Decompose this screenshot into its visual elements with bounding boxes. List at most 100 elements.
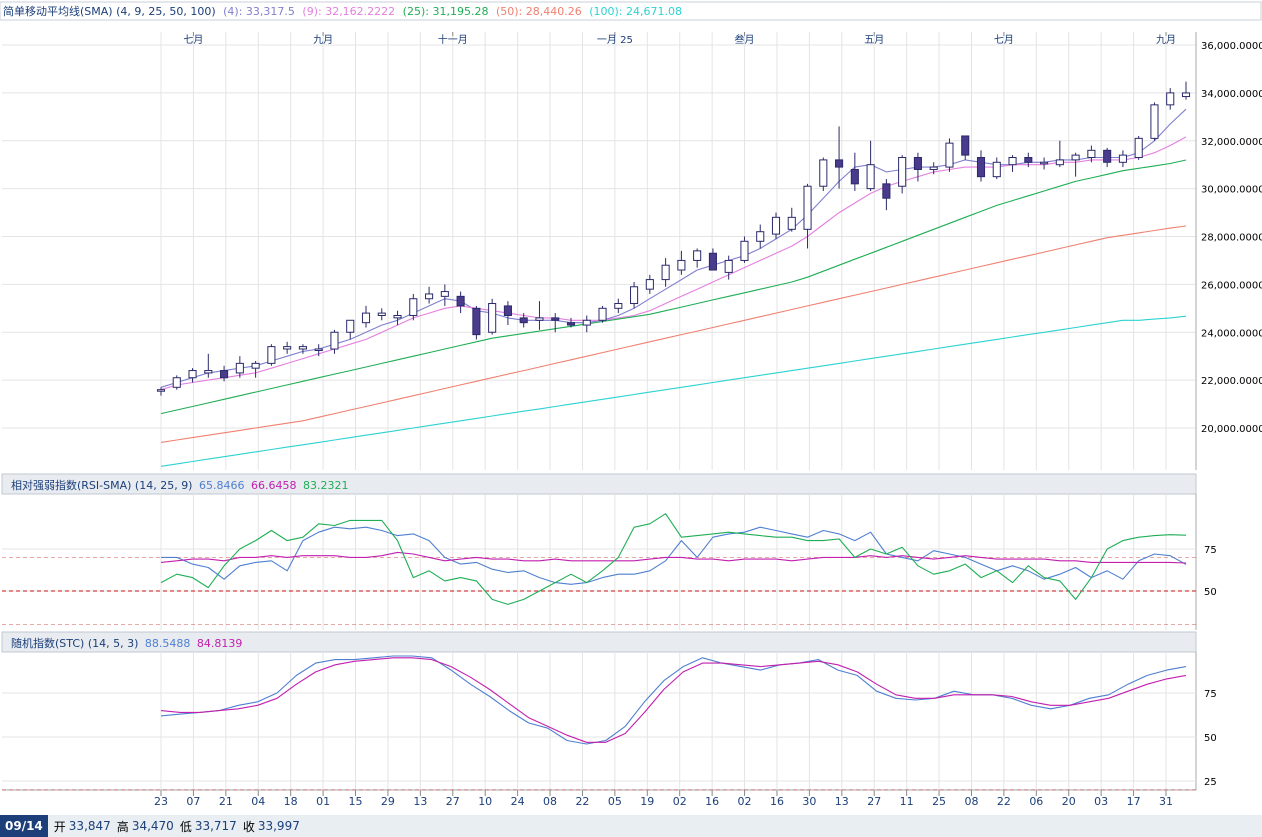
candle-body-up [188, 370, 197, 379]
high-label: 高 [116, 819, 129, 834]
x-month-label: 叁月 [735, 33, 755, 46]
candle-body-up [440, 291, 449, 297]
x-day-label: 13 [413, 795, 427, 808]
candle-body-up [756, 231, 765, 242]
x-month-label: 一月 25 [597, 34, 633, 46]
y-tick-label: 20,000.0000 [1201, 424, 1262, 435]
x-day-label: 22 [997, 795, 1011, 808]
candle-body-up [630, 286, 639, 305]
x-day-label: 15 [349, 795, 363, 808]
sma25-label: (25): 31,195.28 [403, 5, 489, 18]
x-day-label: 21 [219, 795, 233, 808]
candle-body-down [913, 157, 922, 170]
x-day-label: 29 [381, 795, 395, 808]
x-day-label: 10 [478, 795, 492, 808]
candle-body-up [582, 319, 591, 326]
candle-body-up [393, 314, 402, 319]
sma-header-bar [0, 1, 1262, 21]
rsi-sma9-line [160, 513, 1187, 605]
sma-4-line [160, 108, 1187, 388]
candle-body-up [156, 389, 166, 392]
low-value: 33,717 [194, 819, 237, 833]
x-day-label: 02 [738, 795, 752, 808]
sma-50-line [160, 225, 1187, 443]
candle-body-down [1024, 157, 1033, 163]
candle-body-up [787, 216, 796, 230]
x-day-label: 30 [802, 795, 816, 808]
candle-body-up [361, 312, 371, 324]
x-day-label: 27 [867, 795, 881, 808]
rsi-value-1: 65.8466 [199, 479, 245, 492]
x-day-label: 04 [251, 795, 265, 808]
candle-body-up [535, 317, 544, 321]
candle-body-up [945, 142, 954, 168]
y-tick-label: 30,000.0000 [1201, 185, 1262, 196]
x-day-label: 19 [640, 795, 654, 808]
rsi-header-bar [1, 473, 1197, 495]
x-day-label: 24 [511, 795, 525, 808]
candle-body-down [850, 168, 859, 185]
sma-100-line [160, 315, 1187, 467]
x-day-label: 05 [608, 795, 622, 808]
candle-body-down [976, 157, 986, 178]
x-month-label: 十一月 [438, 33, 468, 46]
x-day-label: 08 [543, 795, 557, 808]
x-day-label: 31 [1159, 795, 1173, 808]
candle-body-up [677, 259, 686, 271]
x-day-label: 08 [964, 795, 978, 808]
sma-header: 简单移动平均线(SMA) (4, 9, 25, 50, 100) (4): 33… [3, 4, 682, 18]
sma4-label: (4): 33,317.5 [223, 5, 295, 18]
candle-body-up [693, 250, 702, 261]
y-tick-label: 50 [1204, 587, 1217, 598]
candle-body-up [346, 319, 355, 333]
candle-body-down [220, 370, 229, 379]
candle-body-up [330, 331, 339, 350]
x-month-label: 九月 [1156, 34, 1176, 46]
ohlc-footer: 09/14 开 33,847 高 34,470 低 33,717 收 33,99… [0, 815, 1262, 837]
candle-body-up [298, 346, 307, 350]
candle-body-up [488, 303, 497, 333]
rsi-value-3: 83.2321 [303, 479, 349, 492]
candle-body-up [819, 159, 828, 187]
x-day-label: 16 [705, 795, 719, 808]
candle-body-up [409, 298, 418, 316]
y-tick-label: 28,000.0000 [1201, 233, 1262, 244]
x-month-label: 七月 [183, 34, 203, 46]
candle-body-up [1118, 154, 1127, 163]
y-tick-label: 75 [1204, 545, 1217, 556]
candle-body-up [740, 240, 749, 261]
sma-title: 简单移动平均线(SMA) (4, 9, 25, 50, 100) [3, 4, 216, 18]
y-tick-label: 34,000.0000 [1201, 89, 1262, 100]
x-day-label: 06 [1029, 795, 1043, 808]
candle-body-up [267, 346, 276, 364]
candle-body-up [251, 362, 260, 369]
x-day-label: 16 [770, 795, 784, 808]
sma-9-line [160, 136, 1187, 391]
candle-body-down [566, 322, 576, 326]
grid-lines [2, 32, 1197, 796]
candle-body-up [992, 161, 1001, 178]
footer-date: 09/14 [0, 815, 48, 837]
candle-body-up [598, 307, 607, 321]
candle-body-down [961, 135, 970, 156]
candle-body-up [866, 164, 875, 190]
x-day-label: 11 [900, 795, 914, 808]
stock-chart[interactable]: 简单移动平均线(SMA) (4, 9, 25, 50, 100) (4): 33… [0, 0, 1262, 815]
high-value: 34,470 [131, 819, 174, 833]
x-day-label: 27 [446, 795, 460, 808]
candle-body-up [1087, 149, 1096, 159]
low-label: 低 [179, 819, 192, 834]
candle-body-up [645, 279, 654, 290]
x-day-label: 03 [1094, 795, 1108, 808]
rsi-sma25-line [160, 551, 1187, 564]
candle-body-down [503, 305, 512, 316]
sma50-label: (50): 28,440.26 [496, 5, 582, 18]
stc-value-2: 84.8139 [197, 637, 243, 650]
x-day-label: 20 [1062, 795, 1076, 808]
candle-body-up [1134, 137, 1143, 159]
x-day-label: 18 [284, 795, 298, 808]
x-day-label: 23 [154, 795, 168, 808]
candle-body-up [771, 216, 781, 235]
candle-body-up [1181, 92, 1191, 98]
close-label: 收 [242, 819, 255, 834]
